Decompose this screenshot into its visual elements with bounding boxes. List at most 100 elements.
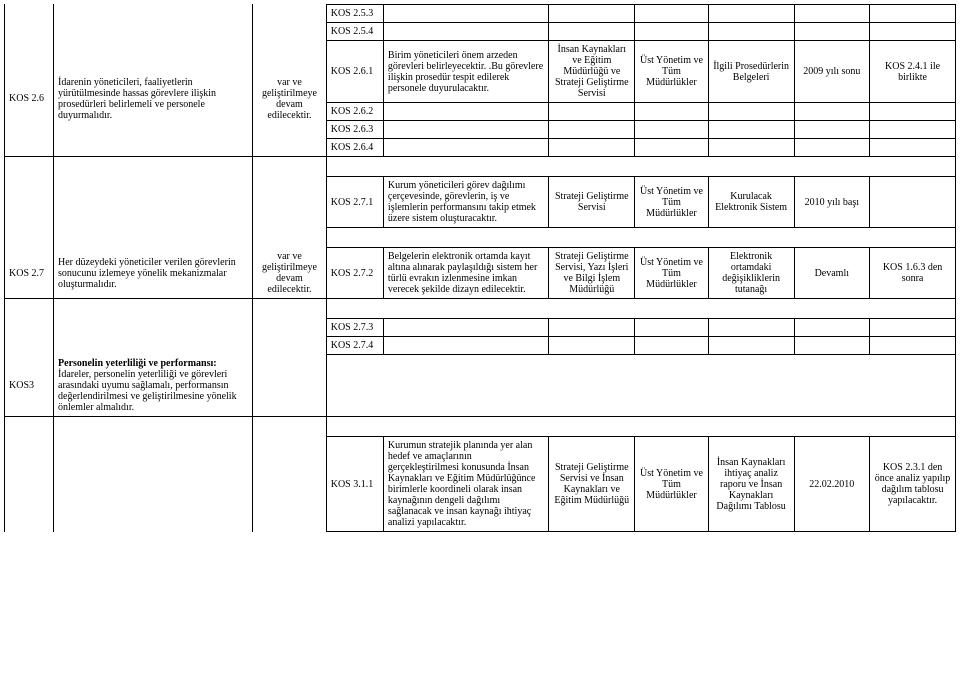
cell-unit: Strateji Geliştirme Servisi ve İnsan Kay… <box>549 437 635 532</box>
cell-blank <box>708 121 794 139</box>
cell-blank <box>794 121 870 139</box>
cell-code: KOS 2.7.1 <box>326 177 383 228</box>
cell-code: KOS 2.7.4 <box>326 337 383 355</box>
cell-resp: Üst Yönetim ve Tüm Müdürlükler <box>635 177 709 228</box>
cell-blank <box>253 177 327 228</box>
cell-blank <box>54 5 253 23</box>
table-row-spacer <box>5 299 956 319</box>
cell-blank <box>253 299 327 319</box>
cell-blank <box>253 437 327 532</box>
cell-date: 2010 yılı başı <box>794 177 870 228</box>
table-row: KOS 2.7.4 <box>5 337 956 355</box>
cell-code: KOS 2.6.3 <box>326 121 383 139</box>
cell-blank <box>870 337 956 355</box>
cell-unit: Strateji Geliştirme Servisi, Yazı İşleri… <box>549 248 635 299</box>
cell-blank <box>5 299 54 319</box>
cell-blank <box>708 103 794 121</box>
main-table: KOS 2.5.3 KOS 2.5.4 KOS 2.6 İdarenin yön… <box>4 4 956 532</box>
cell-blank <box>5 5 54 23</box>
cell-blank <box>5 157 54 177</box>
cell-blank <box>708 139 794 157</box>
cell-blank <box>794 23 870 41</box>
cell-desc: İdarenin yöneticileri, faaliyetlerin yür… <box>54 41 253 157</box>
cell-blank <box>253 157 327 177</box>
cell-blank <box>635 337 709 355</box>
cell-blank <box>54 157 253 177</box>
cell-blank <box>870 5 956 23</box>
cell-blank <box>5 417 54 437</box>
cell-ref: KOS 2.7 <box>5 248 54 299</box>
cell-blank <box>549 319 635 337</box>
cell-blank <box>54 437 253 532</box>
cell-blank <box>253 319 327 337</box>
cell-doc: İlgili Prosedürlerin Belgeleri <box>708 41 794 103</box>
table-row: KOS 2.7.3 <box>5 319 956 337</box>
cell-detail: Kurumun stratejik planında yer alan hede… <box>383 437 548 532</box>
table-row: KOS 2.7.1 Kurum yöneticileri görev dağıl… <box>5 177 956 228</box>
cell-code: KOS 3.1.1 <box>326 437 383 532</box>
cell-blank <box>326 355 955 417</box>
cell-blank <box>54 23 253 41</box>
cell-blank <box>253 337 327 355</box>
cell-blank <box>549 23 635 41</box>
cell-ref: KOS3 <box>5 355 54 417</box>
cell-code: KOS 2.6.4 <box>326 139 383 157</box>
cell-blank <box>54 299 253 319</box>
cell-blank <box>794 5 870 23</box>
table-row: KOS 2.5.3 <box>5 5 956 23</box>
cell-blank <box>54 337 253 355</box>
cell-blank <box>54 319 253 337</box>
cell-resp: Üst Yönetim ve Tüm Müdürlükler <box>635 248 709 299</box>
table-row-spacer <box>5 417 956 437</box>
cell-blank <box>549 5 635 23</box>
cell-blank <box>549 103 635 121</box>
cell-unit: İnsan Kaynakları ve Eğitim Müdürlüğü ve … <box>549 41 635 103</box>
cell-doc: Elektronik ortamdaki değişikliklerin tut… <box>708 248 794 299</box>
cell-blank <box>383 103 548 121</box>
cell-blank <box>708 319 794 337</box>
cell-blank <box>383 337 548 355</box>
cell-blank <box>708 23 794 41</box>
cell-code: KOS 2.7.2 <box>326 248 383 299</box>
cell-blank <box>54 228 253 248</box>
cell-blank <box>54 177 253 228</box>
cell-blank <box>708 5 794 23</box>
cell-desc: Her düzeydeki yöneticiler verilen görevl… <box>54 248 253 299</box>
cell-blank <box>326 417 955 437</box>
cell-blank <box>54 417 253 437</box>
cell-blank <box>549 139 635 157</box>
cell-code: KOS 2.6.1 <box>326 41 383 103</box>
cell-blank <box>635 139 709 157</box>
cell-blank <box>5 23 54 41</box>
cell-blank <box>5 319 54 337</box>
cell-blank <box>794 337 870 355</box>
cell-date: 2009 yılı sonu <box>794 41 870 103</box>
cell-blank <box>794 103 870 121</box>
cell-code: KOS 2.5.4 <box>326 23 383 41</box>
cell-blank <box>870 103 956 121</box>
table-row: KOS3 Personelin yeterliliği ve performan… <box>5 355 956 417</box>
cell-blank <box>635 121 709 139</box>
cell-blank <box>549 337 635 355</box>
cell-blank <box>253 23 327 41</box>
cell-blank <box>794 319 870 337</box>
cell-date: 22.02.2010 <box>794 437 870 532</box>
cell-resp: Üst Yönetim ve Tüm Müdürlükler <box>635 41 709 103</box>
cell-status: var ve geliştirilmeye devam edilecektir. <box>253 41 327 157</box>
cell-blank <box>383 139 548 157</box>
cell-blank <box>253 228 327 248</box>
cell-ref: KOS 2.6 <box>5 41 54 157</box>
cell-resp: Üst Yönetim ve Tüm Müdürlükler <box>635 437 709 532</box>
cell-blank <box>253 355 327 417</box>
cell-blank <box>326 157 955 177</box>
cell-blank <box>635 23 709 41</box>
cell-doc: İnsan Kaynakları ihtiyaç analiz raporu v… <box>708 437 794 532</box>
cell-blank <box>794 139 870 157</box>
cell-blank <box>870 139 956 157</box>
cell-blank <box>635 319 709 337</box>
cell-unit: Strateji Geliştirme Servisi <box>549 177 635 228</box>
cell-blank <box>635 103 709 121</box>
cell-link: KOS 2.3.1 den önce analiz yapılıp dağılı… <box>870 437 956 532</box>
cell-code: KOS 2.6.2 <box>326 103 383 121</box>
cell-blank <box>5 437 54 532</box>
